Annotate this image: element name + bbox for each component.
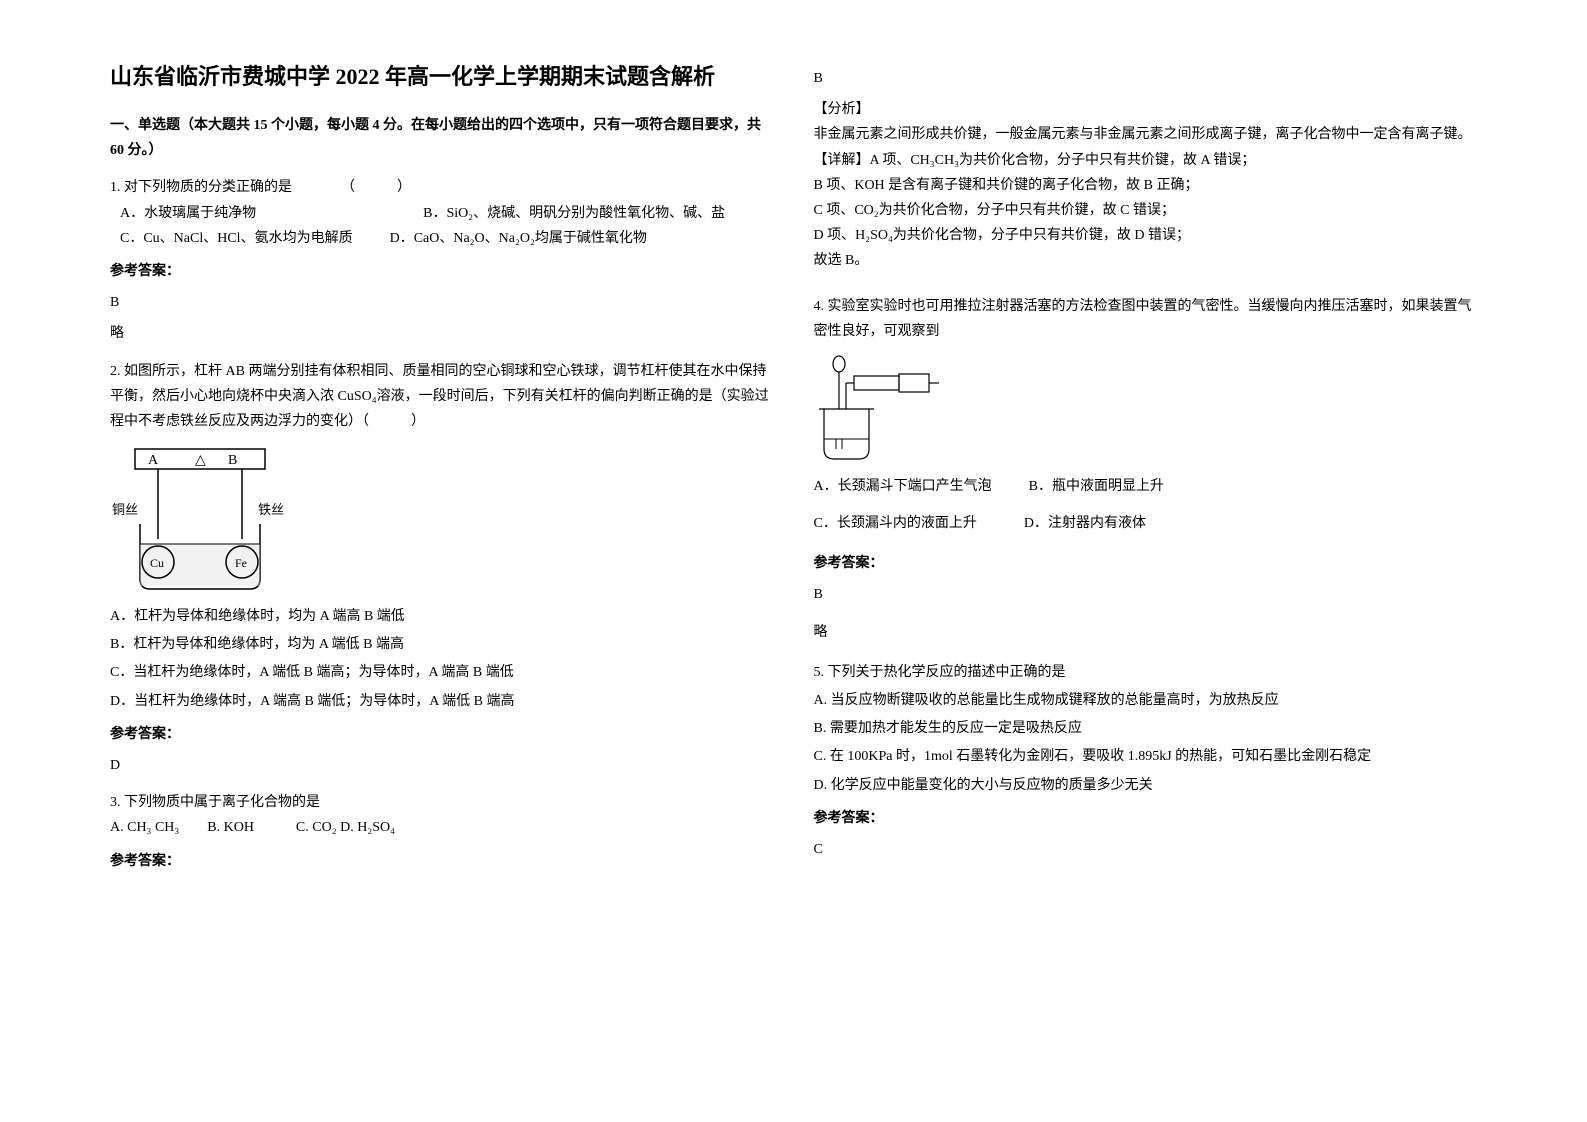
q4-extra: 略 (814, 620, 1478, 645)
document-title: 山东省临沂市费城中学 2022 年高一化学上学期期末试题含解析 (110, 60, 774, 93)
q4-option-a: A．长颈漏斗下端口产生气泡 (814, 479, 992, 494)
q4-options-row2: C．长颈漏斗内的液面上升 D．注射器内有液体 (814, 511, 1478, 536)
q3-detail-d: D 项、H₂SO₄为共价化合物，分子中只有共价键，故 D 错误； (814, 223, 1478, 248)
label-Cu: Cu (150, 556, 164, 570)
label-Fe: Fe (235, 556, 247, 570)
label-fe-wire: 铁丝 (258, 502, 284, 517)
q1-options: A．水玻璃属于纯净物 B．SiO₂、烧碱、明矾分别为酸性氧化物、碱、盐 (120, 201, 774, 226)
q1-option-d: D．CaO、Na₂O、Na₂O₂均属于碱性氧化物 (390, 231, 647, 246)
q3-detail-c: C 项、CO₂为共价化合物，分子中只有共价键，故 C 错误； (814, 198, 1478, 223)
q1-option-c: C．Cu、NaCl、HCl、氨水均为电解质 (120, 231, 353, 246)
section-1-heading: 一、单选题（本大题共 15 个小题，每小题 4 分。在每小题给出的四个选项中，只… (110, 113, 774, 163)
q4-option-c: C．长颈漏斗内的液面上升 (814, 516, 977, 531)
q2-answer: D (110, 753, 774, 778)
q4-options-row1: A．长颈漏斗下端口产生气泡 B．瓶中液面明显上升 (814, 474, 1478, 499)
question-1: 1. 对下列物质的分类正确的是 （ ） A．水玻璃属于纯净物 B．SiO₂、烧碱… (110, 175, 774, 346)
q1-options-2: C．Cu、NaCl、HCl、氨水均为电解质 D．CaO、Na₂O、Na₂O₂均属… (120, 226, 774, 251)
q5-option-d: D. 化学反应中能量变化的大小与反应物的质量多少无关 (814, 773, 1478, 798)
q4-figure (814, 354, 1478, 464)
q1-option-b: B．SiO₂、烧碱、明矾分别为酸性氧化物、碱、盐 (423, 206, 725, 221)
q4-answer: B (814, 582, 1478, 607)
q5-option-a: A. 当反应物断键吸收的总能量比生成物成键释放的总能量高时，为放热反应 (814, 688, 1478, 713)
q1-answer-label: 参考答案： (110, 259, 774, 284)
q2-answer-label: 参考答案： (110, 722, 774, 747)
q4-answer-label: 参考答案： (814, 551, 1478, 576)
right-column: B 【分析】 非金属元素之间形成共价键，一般金属元素与非金属元素之间形成离子键，… (794, 60, 1498, 1062)
q3-analysis: 非金属元素之间形成共价键，一般金属元素与非金属元素之间形成离子键，离子化合物中一… (814, 122, 1478, 147)
syringe-diagram (814, 354, 944, 464)
q4-option-b: B．瓶中液面明显上升 (1029, 479, 1164, 494)
q3-analysis-label: 【分析】 (814, 97, 1478, 122)
q5-answer-label: 参考答案： (814, 806, 1478, 831)
q3-options: A. CH₃ CH₃ B. KOH C. CO₂ D. H₂SO₄ (110, 815, 774, 840)
question-4: 4. 实验室实验时也可用推拉注射器活塞的方法检查图中装置的气密性。当缓慢向内推压… (814, 294, 1478, 645)
q5-option-b: B. 需要加热才能发生的反应一定是吸热反应 (814, 716, 1478, 741)
q5-stem: 5. 下列关于热化学反应的描述中正确的是 (814, 660, 1478, 685)
q1-stem: 1. 对下列物质的分类正确的是 （ ） (110, 175, 774, 200)
label-A: A (148, 453, 159, 468)
q3-detail: 【详解】A 项、CH₃CH₃为共价化合物，分子中只有共价键，故 A 错误； (814, 148, 1478, 173)
label-B: B (228, 453, 237, 468)
q1-answer: B (110, 290, 774, 315)
q4-stem: 4. 实验室实验时也可用推拉注射器活塞的方法检查图中装置的气密性。当缓慢向内推压… (814, 294, 1478, 344)
q2-option-d: D．当杠杆为绝缘体时，A 端高 B 端低；为导体时，A 端低 B 端高 (110, 689, 774, 714)
q5-answer: C (814, 837, 1478, 862)
q3-answer-label: 参考答案： (110, 849, 774, 874)
q3-conclusion: 故选 B。 (814, 248, 1478, 273)
question-2: 2. 如图所示，杠杆 AB 两端分别挂有体积相同、质量相同的空心铜球和空心铁球，… (110, 359, 774, 779)
lever-diagram: A △ B 铜丝 铁丝 Cu Fe (110, 444, 290, 594)
q2-option-c: C．当杠杆为绝缘体时，A 端低 B 端高；为导体时，A 端高 B 端低 (110, 660, 774, 685)
q5-option-c: C. 在 100KPa 时，1mol 石墨转化为金刚石，要吸收 1.895kJ … (814, 744, 1478, 769)
q3-detail-label: 【详解】 (814, 153, 870, 168)
q3-detail-a: A 项、CH₃CH₃为共价化合物，分子中只有共价键，故 A 错误； (870, 153, 1256, 168)
question-3: 3. 下列物质中属于离子化合物的是 A. CH₃ CH₃ B. KOH C. C… (110, 790, 774, 874)
q1-option-a: A．水玻璃属于纯净物 (120, 206, 256, 221)
q2-stem: 2. 如图所示，杠杆 AB 两端分别挂有体积相同、质量相同的空心铜球和空心铁球，… (110, 359, 774, 435)
q4-option-d: D．注射器内有液体 (1024, 516, 1146, 531)
q2-option-b: B．杠杆为导体和绝缘体时，均为 A 端低 B 端高 (110, 632, 774, 657)
label-triangle: △ (195, 453, 206, 468)
q3-stem: 3. 下列物质中属于离子化合物的是 (110, 790, 774, 815)
q3-detail-b: B 项、KOH 是含有离子键和共价键的离子化合物，故 B 正确； (814, 173, 1478, 198)
question-5: 5. 下列关于热化学反应的描述中正确的是 A. 当反应物断键吸收的总能量比生成物… (814, 660, 1478, 862)
q2-option-a: A．杠杆为导体和绝缘体时，均为 A 端高 B 端低 (110, 604, 774, 629)
q3-answer: B (814, 66, 1478, 91)
label-cu-wire: 铜丝 (112, 502, 138, 517)
q1-extra: 略 (110, 321, 774, 346)
q2-figure: A △ B 铜丝 铁丝 Cu Fe (110, 444, 774, 594)
left-column: 山东省临沂市费城中学 2022 年高一化学上学期期末试题含解析 一、单选题（本大… (90, 60, 794, 1062)
